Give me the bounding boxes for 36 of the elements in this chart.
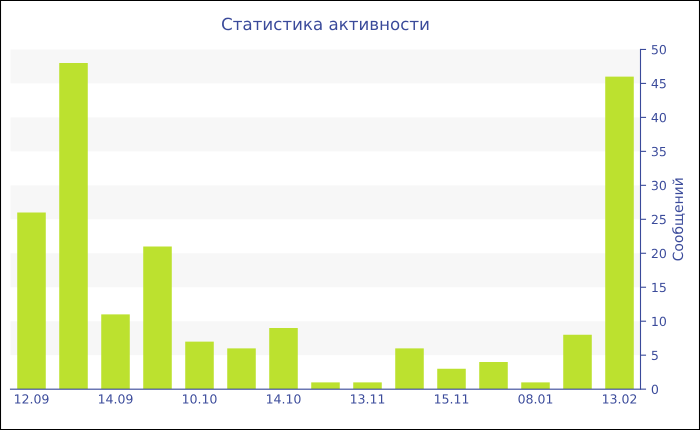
y-tick-label: 25: [652, 214, 666, 224]
bar: [101, 314, 130, 390]
bar: [227, 348, 256, 390]
bar: [17, 212, 46, 390]
y-tick-label: 40: [652, 112, 666, 122]
y-tick-label: 35: [652, 146, 666, 156]
bar: [437, 368, 466, 390]
y-tick-label: 15: [652, 282, 666, 292]
bar: [395, 348, 424, 390]
x-tick-label: 08.01: [518, 394, 552, 404]
y-tick-label: 0: [652, 384, 658, 394]
bar: [521, 382, 550, 390]
y-tick-label: 45: [652, 79, 666, 88]
x-tick-label: 12.09: [14, 394, 49, 404]
y-tick-label: 10: [652, 316, 666, 326]
x-tick-label: 10.10: [182, 394, 217, 404]
y-tick-label: 30: [652, 180, 666, 190]
y-tick-label: 50: [652, 44, 666, 54]
bar: [353, 382, 382, 390]
x-tick-label: 13.11: [350, 394, 384, 404]
x-tick-label: 14.10: [266, 394, 301, 404]
x-tick-label: 15.11: [434, 394, 468, 404]
x-tick-label: 14.09: [98, 394, 133, 404]
bar: [311, 382, 340, 390]
chart-title: Статистика активности: [222, 18, 428, 30]
bar: [605, 76, 634, 390]
y-tick-label: 20: [652, 248, 666, 258]
x-tick-label: 13.02: [602, 394, 636, 404]
bar: [269, 328, 298, 390]
bar: [143, 246, 172, 390]
bar: [59, 63, 88, 390]
bar: [563, 334, 592, 390]
y-tick-label: 5: [652, 350, 658, 360]
bar: [479, 362, 508, 390]
y-axis-title: Сообщений: [672, 178, 685, 261]
bar: [185, 342, 214, 390]
